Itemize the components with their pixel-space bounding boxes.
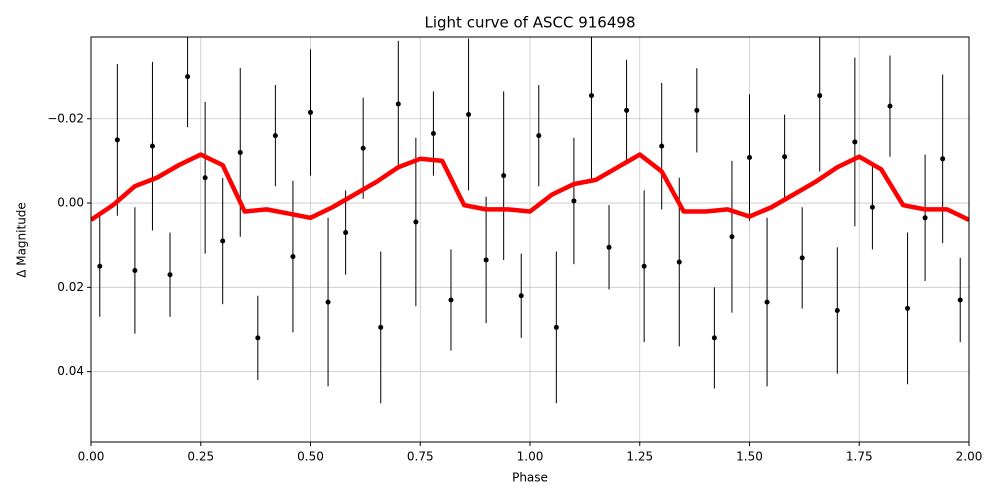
- data-point: [448, 297, 454, 303]
- x-tick-label: 1.75: [846, 450, 873, 464]
- data-point: [308, 109, 313, 115]
- data-point: [905, 305, 911, 311]
- data-point: [711, 335, 717, 341]
- data-point: [149, 143, 155, 149]
- y-tick-label: 0.02: [57, 280, 84, 294]
- data-point: [501, 173, 507, 179]
- x-tick-label: 0.50: [297, 450, 324, 464]
- data-point: [606, 244, 612, 250]
- data-point: [378, 324, 384, 330]
- data-point: [764, 299, 770, 305]
- data-point: [272, 133, 278, 139]
- data-point: [290, 254, 296, 260]
- data-point: [922, 215, 928, 221]
- data-point: [887, 103, 893, 109]
- x-axis-label: Phase: [512, 471, 548, 485]
- data-point: [536, 133, 542, 139]
- chart-title: Light curve of ASCC 916498: [425, 14, 636, 32]
- data-point: [571, 198, 577, 204]
- data-point: [940, 156, 946, 162]
- data-point: [255, 335, 261, 341]
- data-point: [114, 137, 120, 143]
- data-point: [220, 238, 226, 244]
- data-point: [360, 145, 366, 151]
- data-point: [483, 257, 489, 263]
- data-point: [97, 263, 103, 269]
- x-tick-label: 2.00: [956, 450, 983, 464]
- data-point: [185, 74, 191, 80]
- y-tick-label: 0.00: [57, 196, 84, 210]
- x-tick-label: 1.50: [736, 450, 763, 464]
- data-point: [659, 143, 665, 149]
- data-point: [325, 299, 331, 305]
- x-tick-label: 1.00: [517, 450, 544, 464]
- y-axis-label: Δ Magnitude: [15, 202, 29, 278]
- data-point: [343, 230, 349, 236]
- x-tick-label: 0.25: [187, 450, 214, 464]
- data-point: [957, 297, 963, 303]
- data-point: [430, 131, 436, 137]
- data-point: [395, 101, 401, 107]
- data-point: [237, 149, 243, 155]
- data-point: [799, 255, 805, 261]
- data-point: [624, 107, 630, 113]
- plot-area: [91, 37, 969, 404]
- data-point: [588, 93, 594, 99]
- y-tick-label: 0.04: [57, 364, 84, 378]
- data-point: [518, 293, 524, 299]
- data-point: [413, 219, 419, 225]
- data-point: [852, 139, 858, 145]
- x-tick-label: 0.00: [78, 450, 105, 464]
- data-point: [869, 204, 875, 210]
- x-tick-label: 0.75: [407, 450, 434, 464]
- x-tick-label: 1.25: [626, 450, 653, 464]
- fit-line: [91, 152, 969, 222]
- data-point: [729, 234, 735, 240]
- data-point: [694, 107, 700, 113]
- data-point: [553, 324, 559, 330]
- data-point: [834, 308, 840, 314]
- data-point: [747, 155, 752, 161]
- data-point: [202, 175, 208, 181]
- data-point: [466, 112, 472, 118]
- data-point: [132, 267, 138, 273]
- data-point: [782, 154, 788, 160]
- data-point: [676, 259, 682, 265]
- data-point: [817, 93, 823, 99]
- y-tick-label: −0.02: [47, 111, 84, 125]
- data-point: [641, 263, 647, 269]
- data-point: [167, 272, 173, 278]
